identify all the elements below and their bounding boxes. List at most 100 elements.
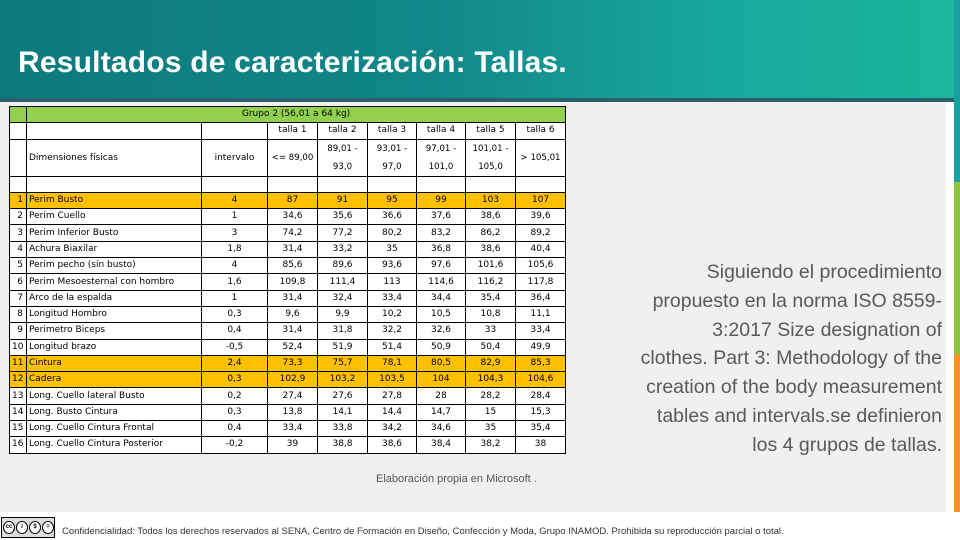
size-value: 116,2 xyxy=(465,273,516,291)
table-row: 12 Cadera 0,3 102,9 103,2 103,5 104 104,3 104,6 xyxy=(9,371,567,389)
interval-header: intervalo xyxy=(201,138,268,177)
size-value: 10,5 xyxy=(416,305,466,324)
size-value: 14,4 xyxy=(367,403,417,422)
row-number: 15 xyxy=(9,420,27,438)
size-label: talla 4 xyxy=(416,122,466,140)
size-value: 39,6 xyxy=(514,208,567,226)
size-value: 33 xyxy=(465,322,516,340)
interval-value: 1 xyxy=(201,289,268,307)
table-caption: Elaboración propia en Microsoft . xyxy=(376,473,537,485)
size-value: 34,6 xyxy=(267,208,318,226)
table-row: 9 Perimetro Biceps 0,4 31,4 31,8 32,2 32,6 33 33… xyxy=(9,322,567,340)
edge-accent-orange xyxy=(954,354,960,540)
size-value: 38,6 xyxy=(465,240,516,259)
size-label: talla 2 xyxy=(317,122,368,140)
size-value: 85,3 xyxy=(514,354,567,373)
table-row: 16 Long. Cuello Cintura Posterior -0,2 39 38… xyxy=(9,436,567,454)
slide-title: Resultados de caracterización: Tallas. xyxy=(18,46,567,79)
dimension-name: Perimetro Biceps xyxy=(26,322,202,340)
row-number: 2 xyxy=(9,208,27,226)
size-value: 49,9 xyxy=(514,338,567,356)
size-value: 107 xyxy=(514,191,567,210)
row-number: 3 xyxy=(9,224,27,242)
size-value: 50,4 xyxy=(465,338,516,356)
dimension-name: Long. Cuello Cintura Posterior xyxy=(26,436,202,454)
dimension-name: Long. Cuello lateral Busto xyxy=(26,387,202,405)
size-value: 27,4 xyxy=(267,387,318,405)
license-glyph: $ xyxy=(29,521,41,534)
license-glyph: i xyxy=(16,521,28,534)
dimension-name: Longitud Hombro xyxy=(26,305,202,324)
size-label: talla 5 xyxy=(465,122,516,140)
size-value: 95 xyxy=(367,191,417,210)
size-value: 35,4 xyxy=(514,420,567,438)
row-number: 14 xyxy=(9,403,27,422)
size-value: 36,4 xyxy=(514,289,567,307)
license-glyph: cc xyxy=(3,521,15,534)
interval-value: 0,3 xyxy=(201,305,268,324)
size-label: talla 6 xyxy=(514,122,567,140)
license-glyph: = xyxy=(42,521,54,534)
size-value: 13,8 xyxy=(267,403,318,422)
table-row: 4 Achura Biaxilar 1,8 31,4 33,2 35 36,8 38,6 40,… xyxy=(9,240,567,259)
dimension-name: Achura Biaxilar xyxy=(26,240,202,259)
size-value: 27,8 xyxy=(367,387,417,405)
interval-value: 4 xyxy=(201,257,268,275)
row-number: 13 xyxy=(9,387,27,405)
dimension-name: Perim Inferior Busto xyxy=(26,224,202,242)
edge-accent-green xyxy=(954,182,960,354)
table-row: 14 Long. Busto Cintura 0,3 13,8 14,1 14,4 14,7… xyxy=(9,403,567,422)
interval-value: 1,8 xyxy=(201,240,268,259)
size-value: 32,4 xyxy=(317,289,368,307)
size-value: 35,6 xyxy=(317,208,368,226)
size-value: 51,4 xyxy=(367,338,417,356)
table-size-header: talla 1 talla 2 talla 3 talla 4 talla 5 … xyxy=(9,122,567,140)
size-value: 14,1 xyxy=(317,403,368,422)
size-value: 35,4 xyxy=(465,289,516,307)
size-value: 33,4 xyxy=(514,322,567,340)
footer xyxy=(0,512,960,540)
size-label: talla 1 xyxy=(267,122,318,140)
size-value: 80,5 xyxy=(416,354,466,373)
size-value: 103,5 xyxy=(367,371,417,389)
size-value: 28 xyxy=(416,387,466,405)
size-label: talla 3 xyxy=(367,122,417,140)
size-value: 35 xyxy=(367,240,417,259)
size-value: 37,6 xyxy=(416,208,466,226)
size-value: 73,3 xyxy=(267,354,318,373)
size-value: 38,4 xyxy=(416,436,466,454)
size-value: 35 xyxy=(465,420,516,438)
row-number: 9 xyxy=(9,322,27,340)
table-row: 7 Arco de la espalda 1 31,4 32,4 33,4 34,4 35,4… xyxy=(9,289,567,307)
interval-value: 4 xyxy=(201,191,268,210)
size-value: 111,4 xyxy=(317,273,368,291)
dimension-name: Long. Busto Cintura xyxy=(26,403,202,422)
size-value: 34,6 xyxy=(416,420,466,438)
table-row: 1 Perim Busto 4 87 91 95 99 103 107 xyxy=(9,191,567,210)
size-value: 15 xyxy=(465,403,516,422)
dimension-name: Longitud brazo xyxy=(26,338,202,356)
interval-value: 0,2 xyxy=(201,387,268,405)
size-range: 89,01 -93,0 xyxy=(317,138,368,177)
row-number: 12 xyxy=(9,371,27,389)
size-value: 15,3 xyxy=(514,403,567,422)
dimension-name: Long. Cuello Cintura Frontal xyxy=(26,420,202,438)
size-value: 27,6 xyxy=(317,387,368,405)
size-value: 101,6 xyxy=(465,257,516,275)
dimension-name: Perim pecho (sin busto) xyxy=(26,257,202,275)
table-group-row: Grupo 2 (56,01 a 64 kg) xyxy=(9,105,567,124)
size-value: 89,6 xyxy=(317,257,368,275)
interval-value: 0,4 xyxy=(201,420,268,438)
edge-accent-teal xyxy=(954,0,960,182)
size-value: 51,9 xyxy=(317,338,368,356)
row-number: 11 xyxy=(9,354,27,373)
table-row: 15 Long. Cuello Cintura Frontal 0,4 33,4 33,… xyxy=(9,420,567,438)
size-value: 38,2 xyxy=(465,436,516,454)
table-row: 3 Perim Inferior Busto 3 74,2 77,2 80,2 83,2 86… xyxy=(9,224,567,242)
footer-confidentiality: Confidencialidad: Todos los derechos res… xyxy=(62,526,784,537)
table-spacer-row xyxy=(9,175,567,193)
interval-value: -0,2 xyxy=(201,436,268,454)
interval-value: 2,4 xyxy=(201,354,268,373)
interval-value: 3 xyxy=(201,224,268,242)
size-value: 50,9 xyxy=(416,338,466,356)
